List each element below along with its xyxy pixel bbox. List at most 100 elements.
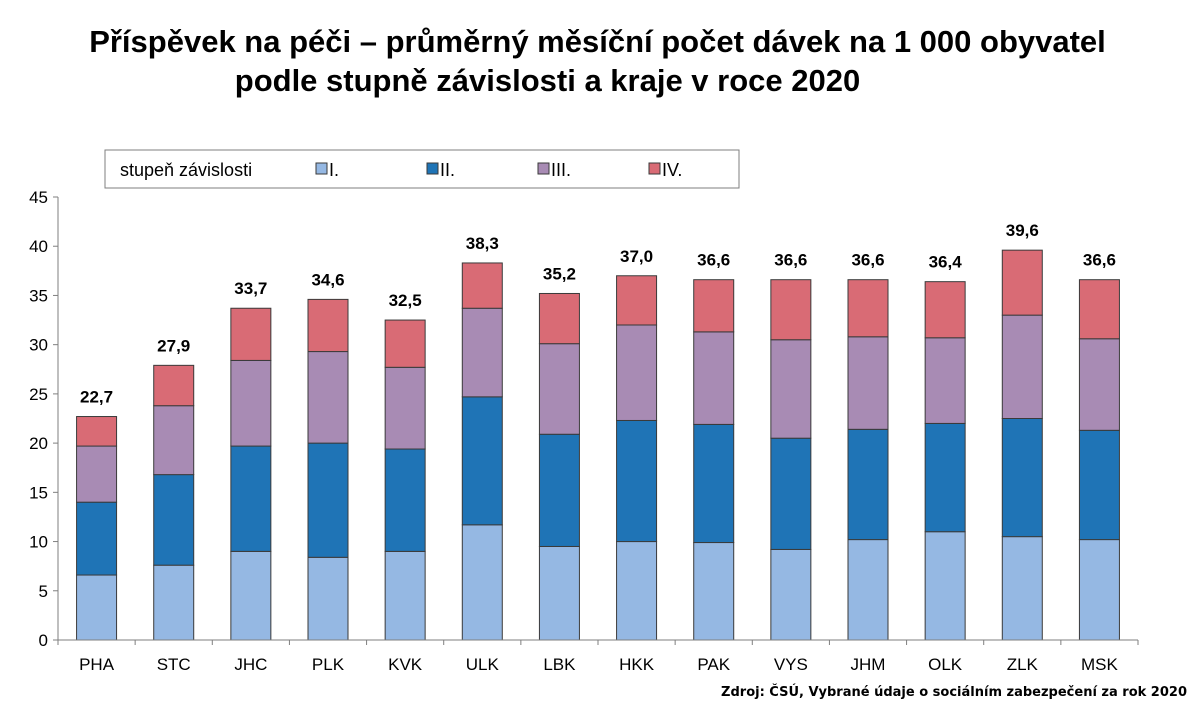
x-tick-label: OLK <box>928 655 963 674</box>
bar-segment <box>1001 418 1043 538</box>
x-tick-label: ULK <box>466 655 500 674</box>
bar-segment <box>1078 279 1120 340</box>
legend-swatch <box>648 162 661 175</box>
bar-segment <box>693 279 735 333</box>
x-tick-label: LBK <box>543 655 576 674</box>
total-label: 36,6 <box>697 251 730 270</box>
bar-segment <box>924 422 966 533</box>
legend-label: II. <box>440 160 455 180</box>
legend-swatch <box>537 162 550 175</box>
source-note: Zdroj: ČSÚ, Vybrané údaje o sociálním za… <box>721 685 1187 700</box>
bar-segment <box>1078 338 1120 431</box>
x-tick-label: JHM <box>851 655 886 674</box>
bar-segment <box>76 445 118 503</box>
chart-title-line-1: Příspěvek na péči – průměrný měsíční poč… <box>89 24 1106 59</box>
y-tick-label: 5 <box>39 582 48 601</box>
bar-segment <box>616 275 658 326</box>
bar-segment <box>770 437 812 550</box>
bar-segment <box>924 531 966 641</box>
x-tick-label: HKK <box>619 655 655 674</box>
bar-segment <box>847 336 889 430</box>
total-label: 27,9 <box>157 336 190 355</box>
bar-segment <box>538 433 580 547</box>
x-tick-label: MSK <box>1081 655 1119 674</box>
bar-segment <box>230 359 272 447</box>
chart-title: Příspěvek na péči – průměrný měsíční poč… <box>0 22 1195 100</box>
bar-segment <box>384 448 426 552</box>
bar-segment <box>1001 536 1043 641</box>
legend-label: IV. <box>662 160 682 180</box>
bar-segment <box>847 279 889 338</box>
bar-segment <box>1001 314 1043 419</box>
bar-segment <box>693 423 735 544</box>
total-labels: 22,7 27,9 33,7 34,6 32,5 38,3 35,2 37,0 36,6 36,6… <box>80 221 1116 406</box>
x-tick-label: PAK <box>697 655 730 674</box>
y-tick-label: 15 <box>29 483 48 502</box>
bar-segment <box>1078 429 1120 541</box>
total-label: 36,4 <box>929 253 963 272</box>
y-tick-label: 35 <box>29 286 48 305</box>
total-label: 38,3 <box>466 234 499 253</box>
bar-segment <box>76 416 118 447</box>
bar-segment <box>153 474 195 566</box>
total-label: 22,7 <box>80 388 113 407</box>
bar-segment <box>693 542 735 641</box>
total-label: 37,0 <box>620 247 653 266</box>
bar-segment <box>461 307 503 398</box>
x-tick-label: ZLK <box>1007 655 1039 674</box>
bar-segment <box>1001 249 1043 316</box>
bar-segment <box>538 292 580 345</box>
chart-title-line-2: podle stupně závislosti a kraje v roce 2… <box>234 63 861 98</box>
bar-segment <box>307 556 349 641</box>
legend-box <box>104 149 740 189</box>
bar-segment <box>924 281 966 339</box>
y-tick-label: 30 <box>29 336 48 355</box>
bar-segment <box>461 262 503 309</box>
x-tick-label: STC <box>157 655 191 674</box>
bar-segment <box>538 545 580 641</box>
bar-segment <box>153 564 195 641</box>
y-tick-label: 45 <box>29 188 48 207</box>
legend: stupeň závislosti I. II. III. IV. <box>104 149 740 189</box>
bar-segment <box>770 279 812 341</box>
bar-segment <box>384 319 426 368</box>
y-tick-label: 10 <box>29 533 48 552</box>
legend-swatch <box>315 162 328 175</box>
bar-segment <box>307 442 349 558</box>
x-tick-label: KVK <box>388 655 423 674</box>
total-label: 34,6 <box>311 270 344 289</box>
legend-label: I. <box>329 160 339 180</box>
y-axis: 0 5 10 15 20 25 30 35 40 45 <box>29 188 59 650</box>
total-label: 35,2 <box>543 264 576 283</box>
x-axis: PHA STC JHC PLK KVK ULK LBK HKK PAK VYS JHM OLK ZLK M… <box>57 639 1139 674</box>
bar-segment <box>307 298 349 353</box>
bar-segment <box>76 574 118 641</box>
bar-segment <box>384 550 426 641</box>
y-tick-label: 25 <box>29 385 48 404</box>
bar-segment <box>461 524 503 641</box>
bar-segment <box>693 331 735 425</box>
total-label: 32,5 <box>389 291 422 310</box>
x-tick-label: PHA <box>79 655 115 674</box>
bar-segment <box>770 339 812 439</box>
legend-title: stupeň závislosti <box>120 160 252 180</box>
y-tick-label: 40 <box>29 237 48 256</box>
y-tick-label: 20 <box>29 434 48 453</box>
total-label: 36,6 <box>774 251 807 270</box>
bar-segment <box>230 307 272 361</box>
bars <box>76 249 1120 641</box>
bar-segment <box>616 419 658 543</box>
bar-segment <box>307 351 349 444</box>
bar-segment <box>847 428 889 541</box>
legend-label: III. <box>551 160 571 180</box>
bar-segment <box>76 501 118 576</box>
total-label: 39,6 <box>1006 221 1039 240</box>
bar-segment <box>153 405 195 476</box>
total-label: 36,6 <box>851 251 884 270</box>
bar-segment <box>384 366 426 450</box>
x-tick-label: PLK <box>312 655 345 674</box>
y-tick-label: 0 <box>39 631 48 650</box>
legend-swatch <box>426 162 439 175</box>
bar-segment <box>153 364 195 407</box>
